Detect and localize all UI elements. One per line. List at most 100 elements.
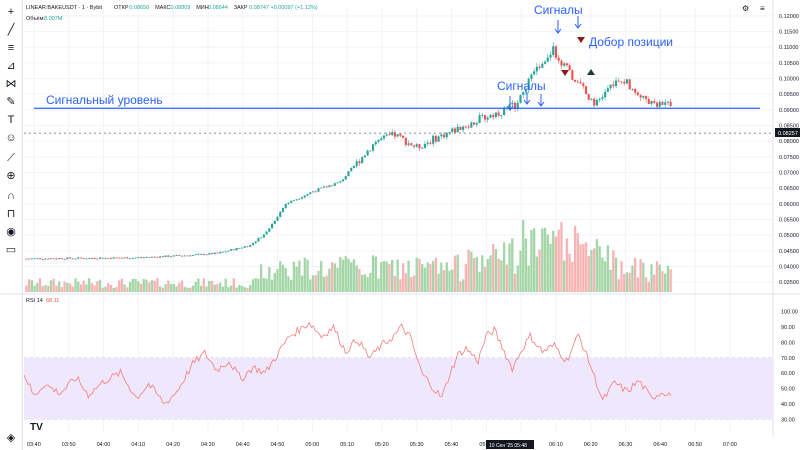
volume-bar [451, 269, 454, 292]
candle [393, 132, 396, 137]
signals-annotation-1[interactable]: Сигналы [497, 79, 546, 93]
candle [317, 188, 320, 192]
candle [412, 145, 416, 147]
candle [202, 253, 205, 255]
candle [434, 135, 437, 142]
layers-icon[interactable]: ◈ [6, 432, 16, 444]
volume-bar [68, 283, 72, 292]
candle [552, 46, 555, 55]
volume-bar [172, 283, 175, 292]
emoji-icon[interactable]: ☺ [5, 132, 17, 144]
candle [112, 257, 115, 259]
trash-icon[interactable]: ▭ [5, 244, 17, 256]
volume-bar [298, 260, 301, 292]
candle [71, 258, 74, 260]
candle [658, 101, 661, 107]
ruler-icon[interactable]: ⟋ [7, 152, 15, 164]
price-tick-2: 0.11000 [779, 45, 798, 51]
volume-bar [598, 246, 601, 292]
lock-drawings-icon[interactable]: ⊓ [6, 208, 16, 220]
candle [620, 81, 623, 83]
volume-bar [153, 280, 156, 292]
volume-bar [486, 258, 489, 292]
volume-bar [216, 284, 219, 292]
candle [194, 254, 197, 256]
candle [388, 134, 391, 136]
price-tick-3: 0.10500 [779, 61, 799, 67]
candle [554, 46, 558, 58]
candle [653, 100, 656, 103]
volume-bar [360, 274, 364, 292]
volume-bar [186, 287, 189, 292]
volume-bar [511, 238, 514, 292]
volume-bar [358, 268, 361, 292]
hide-icon[interactable]: ◉ [6, 226, 16, 238]
volume-bar [601, 257, 604, 292]
candle [519, 94, 522, 103]
volume-bar [336, 267, 339, 292]
settings-icon[interactable]: ⚙ [742, 4, 749, 13]
level-annotation[interactable]: Сигнальный уровень [46, 93, 163, 107]
volume-bar [538, 249, 541, 292]
trend-line-icon[interactable]: ╱ [7, 24, 15, 36]
volume-bar [388, 264, 391, 292]
candle [320, 187, 323, 189]
rsi-band [24, 357, 773, 420]
candle [235, 248, 238, 251]
volume-bar [262, 277, 266, 292]
text-icon[interactable]: T [7, 114, 15, 126]
brush-icon[interactable]: ✎ [6, 96, 16, 108]
volume-bar [104, 286, 107, 292]
volume-bar [284, 268, 287, 292]
volume-bar [52, 278, 55, 292]
menu-icon[interactable]: ≡ [760, 4, 765, 13]
candle [614, 80, 618, 87]
volume-bar [265, 278, 268, 292]
volume-bar [55, 285, 58, 292]
volume-bar [292, 261, 296, 292]
candle [88, 257, 91, 259]
candle [625, 79, 629, 84]
crosshair-icon[interactable]: + [7, 6, 15, 18]
add-position-annotation[interactable]: Добор позиции [589, 35, 673, 49]
rsi-polyline [23, 321, 672, 404]
candle [219, 252, 222, 254]
magnet-icon[interactable]: ∩ [7, 190, 15, 202]
time-tick-0: 03:40 [27, 442, 41, 448]
horizontal-lines-icon[interactable]: ≡ [7, 42, 15, 54]
candle [503, 107, 506, 116]
volume-bar [399, 279, 402, 292]
volume-bar [167, 280, 170, 292]
candle [232, 249, 235, 251]
volume-bar [281, 264, 285, 292]
tradingview-logo[interactable]: TV [30, 422, 43, 433]
candle [216, 252, 219, 254]
volume-bar [636, 277, 640, 292]
volume-bar [535, 256, 539, 292]
volume-bar [492, 244, 495, 292]
volume-bar [30, 280, 33, 292]
volume-bar [481, 255, 484, 292]
fib-icon[interactable]: ⊿ [6, 60, 16, 72]
volume-bar [268, 267, 271, 292]
candle [650, 100, 653, 104]
candle [270, 223, 274, 229]
volume-bar [295, 266, 298, 292]
volume-bar [502, 242, 506, 292]
candle [475, 123, 478, 125]
candle [453, 128, 457, 133]
candle [541, 63, 544, 68]
signals-annotation-2[interactable]: Сигналы [534, 3, 583, 17]
candle [333, 183, 336, 186]
zoom-icon[interactable]: ⊕ [6, 170, 16, 182]
volume-bar [118, 280, 121, 292]
volume-bar [47, 285, 50, 292]
symbol-title: LINEAR:BAKEUSDT · 1 · Bybit [26, 5, 102, 11]
price-tick-0: 0.12000 [779, 14, 799, 20]
volume-bar [333, 263, 337, 292]
time-tick-20: 07:00 [723, 442, 737, 448]
candle [445, 132, 448, 138]
volume-bar [374, 256, 377, 292]
pattern-icon[interactable]: ⋈ [5, 78, 17, 90]
